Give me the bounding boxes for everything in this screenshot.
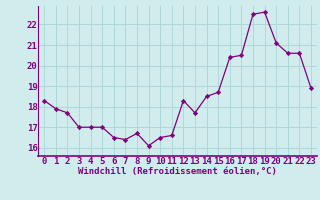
X-axis label: Windchill (Refroidissement éolien,°C): Windchill (Refroidissement éolien,°C) — [78, 167, 277, 176]
